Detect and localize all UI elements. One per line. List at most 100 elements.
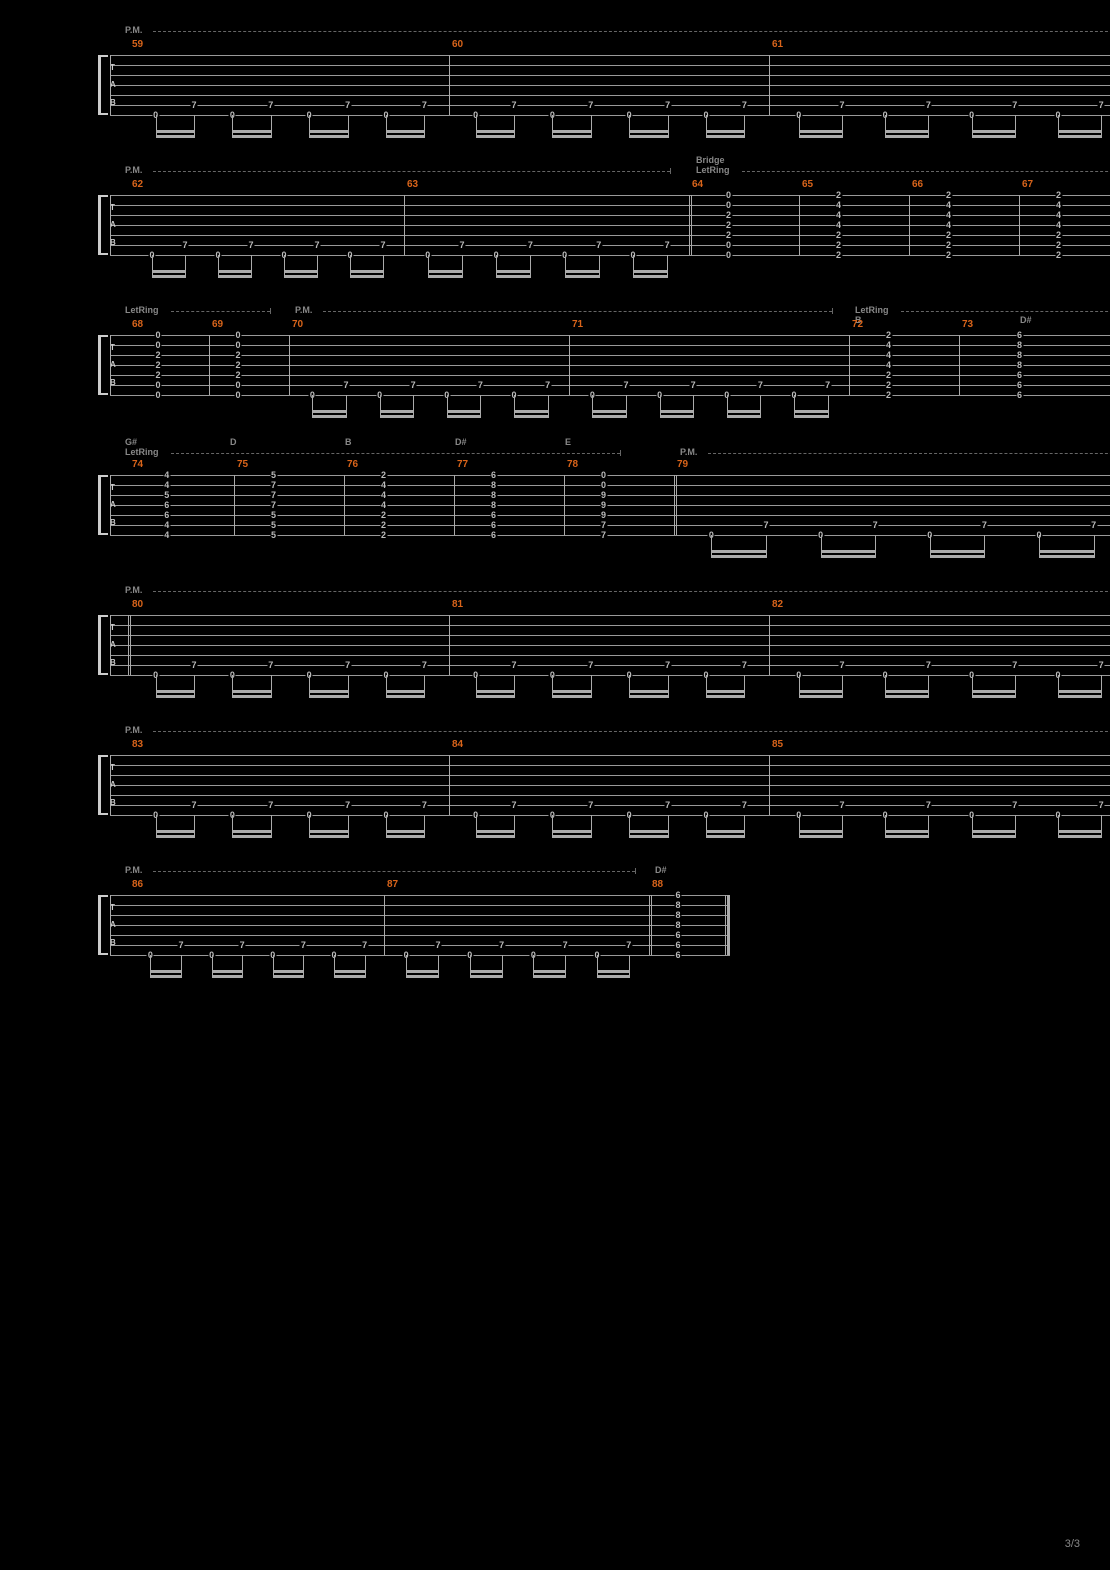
fret-number: 7 xyxy=(379,241,386,250)
fret-number: 7 xyxy=(562,941,569,950)
fret-number: 4 xyxy=(835,211,842,220)
stem xyxy=(480,395,481,417)
beam xyxy=(799,830,843,833)
stem xyxy=(828,395,829,417)
stem xyxy=(346,395,347,417)
fret-number: 7 xyxy=(344,661,351,670)
beam xyxy=(496,270,531,273)
beam xyxy=(552,690,591,693)
measure-number: 87 xyxy=(387,879,398,890)
annotation-b: B xyxy=(345,437,352,447)
fret-number: 7 xyxy=(587,101,594,110)
stem xyxy=(744,815,745,837)
fret-number: 4 xyxy=(945,211,952,220)
barline xyxy=(449,55,450,115)
fret-number: 7 xyxy=(762,521,769,530)
beam xyxy=(592,415,627,418)
fret-number: 4 xyxy=(380,491,387,500)
fret-number: 7 xyxy=(1098,661,1105,670)
fret-number: 4 xyxy=(1055,221,1062,230)
stem xyxy=(212,955,213,977)
fret-number: 7 xyxy=(757,381,764,390)
tab-system: P.M.D#TAB86070707078707070707886888666 xyxy=(110,895,730,955)
fret-number: 7 xyxy=(177,941,184,950)
annotation-dash-end xyxy=(670,168,671,174)
beam xyxy=(972,690,1016,693)
stem xyxy=(928,815,929,837)
beam xyxy=(711,555,767,558)
fret-number: 7 xyxy=(270,481,277,490)
fret-number: 4 xyxy=(885,361,892,370)
measure-number: 75 xyxy=(237,459,248,470)
stem xyxy=(597,955,598,977)
beam xyxy=(476,830,515,833)
fret-number: 4 xyxy=(380,481,387,490)
fret-number: 5 xyxy=(270,531,277,540)
stem xyxy=(424,815,425,837)
stem xyxy=(424,115,425,137)
string-line xyxy=(110,535,1110,536)
fret-number: 2 xyxy=(154,371,161,380)
tab-system: P.M.TAB800707070781070707078207070707 xyxy=(110,615,1110,675)
fret-number: 0 xyxy=(154,341,161,350)
fret-number: 7 xyxy=(925,661,932,670)
fret-number: 7 xyxy=(1011,801,1018,810)
stem xyxy=(514,395,515,417)
stem xyxy=(514,115,515,137)
stem xyxy=(348,115,349,137)
beam xyxy=(232,835,271,838)
stem xyxy=(599,255,600,277)
beam xyxy=(156,135,195,138)
annotation-d: D xyxy=(230,437,237,447)
stem xyxy=(842,675,843,697)
beam xyxy=(232,830,271,833)
annotation-dash xyxy=(708,453,1110,454)
string-line xyxy=(110,235,1110,236)
stem xyxy=(972,675,973,697)
barline xyxy=(110,895,111,955)
stem xyxy=(502,955,503,977)
fret-number: 7 xyxy=(622,381,629,390)
string-line xyxy=(110,815,1110,816)
fret-number: 2 xyxy=(725,231,732,240)
tab-system: G#DBD#ELetRingP.M.TAB7444566447557775557… xyxy=(110,475,1110,535)
fret-number: 2 xyxy=(885,331,892,340)
stem xyxy=(476,115,477,137)
annotation-pm: P.M. xyxy=(125,585,142,595)
beam xyxy=(476,695,515,698)
fret-number: 7 xyxy=(270,501,277,510)
stem xyxy=(1015,815,1016,837)
barline-double xyxy=(649,895,652,955)
string-line xyxy=(110,205,1110,206)
measure-number: 74 xyxy=(132,459,143,470)
tab-clef: TAB xyxy=(110,759,124,811)
beam xyxy=(972,835,1016,838)
measure-number: 83 xyxy=(132,739,143,750)
fret-number: 4 xyxy=(163,531,170,540)
string-line xyxy=(110,75,1110,76)
barline xyxy=(1019,195,1020,255)
beam xyxy=(150,970,182,973)
beam xyxy=(350,270,384,273)
beam xyxy=(476,835,515,838)
fret-number: 7 xyxy=(741,661,748,670)
stem xyxy=(309,815,310,837)
stem xyxy=(668,115,669,137)
string-line xyxy=(110,335,1110,336)
tab-clef: TAB xyxy=(110,59,124,111)
string-line xyxy=(110,355,1110,356)
string-line xyxy=(110,245,1110,246)
measure-number: 69 xyxy=(212,319,223,330)
fret-number: 4 xyxy=(1055,211,1062,220)
stem xyxy=(156,115,157,137)
beam xyxy=(885,695,929,698)
fret-number: 7 xyxy=(544,381,551,390)
beam xyxy=(212,975,244,978)
barline xyxy=(849,335,850,395)
beam xyxy=(428,270,463,273)
bracket xyxy=(98,195,108,255)
measure-number: 85 xyxy=(772,739,783,750)
tab-system: P.M.TAB830707070784070707078507070707 xyxy=(110,755,1110,815)
beam xyxy=(885,130,929,133)
stem xyxy=(591,815,592,837)
